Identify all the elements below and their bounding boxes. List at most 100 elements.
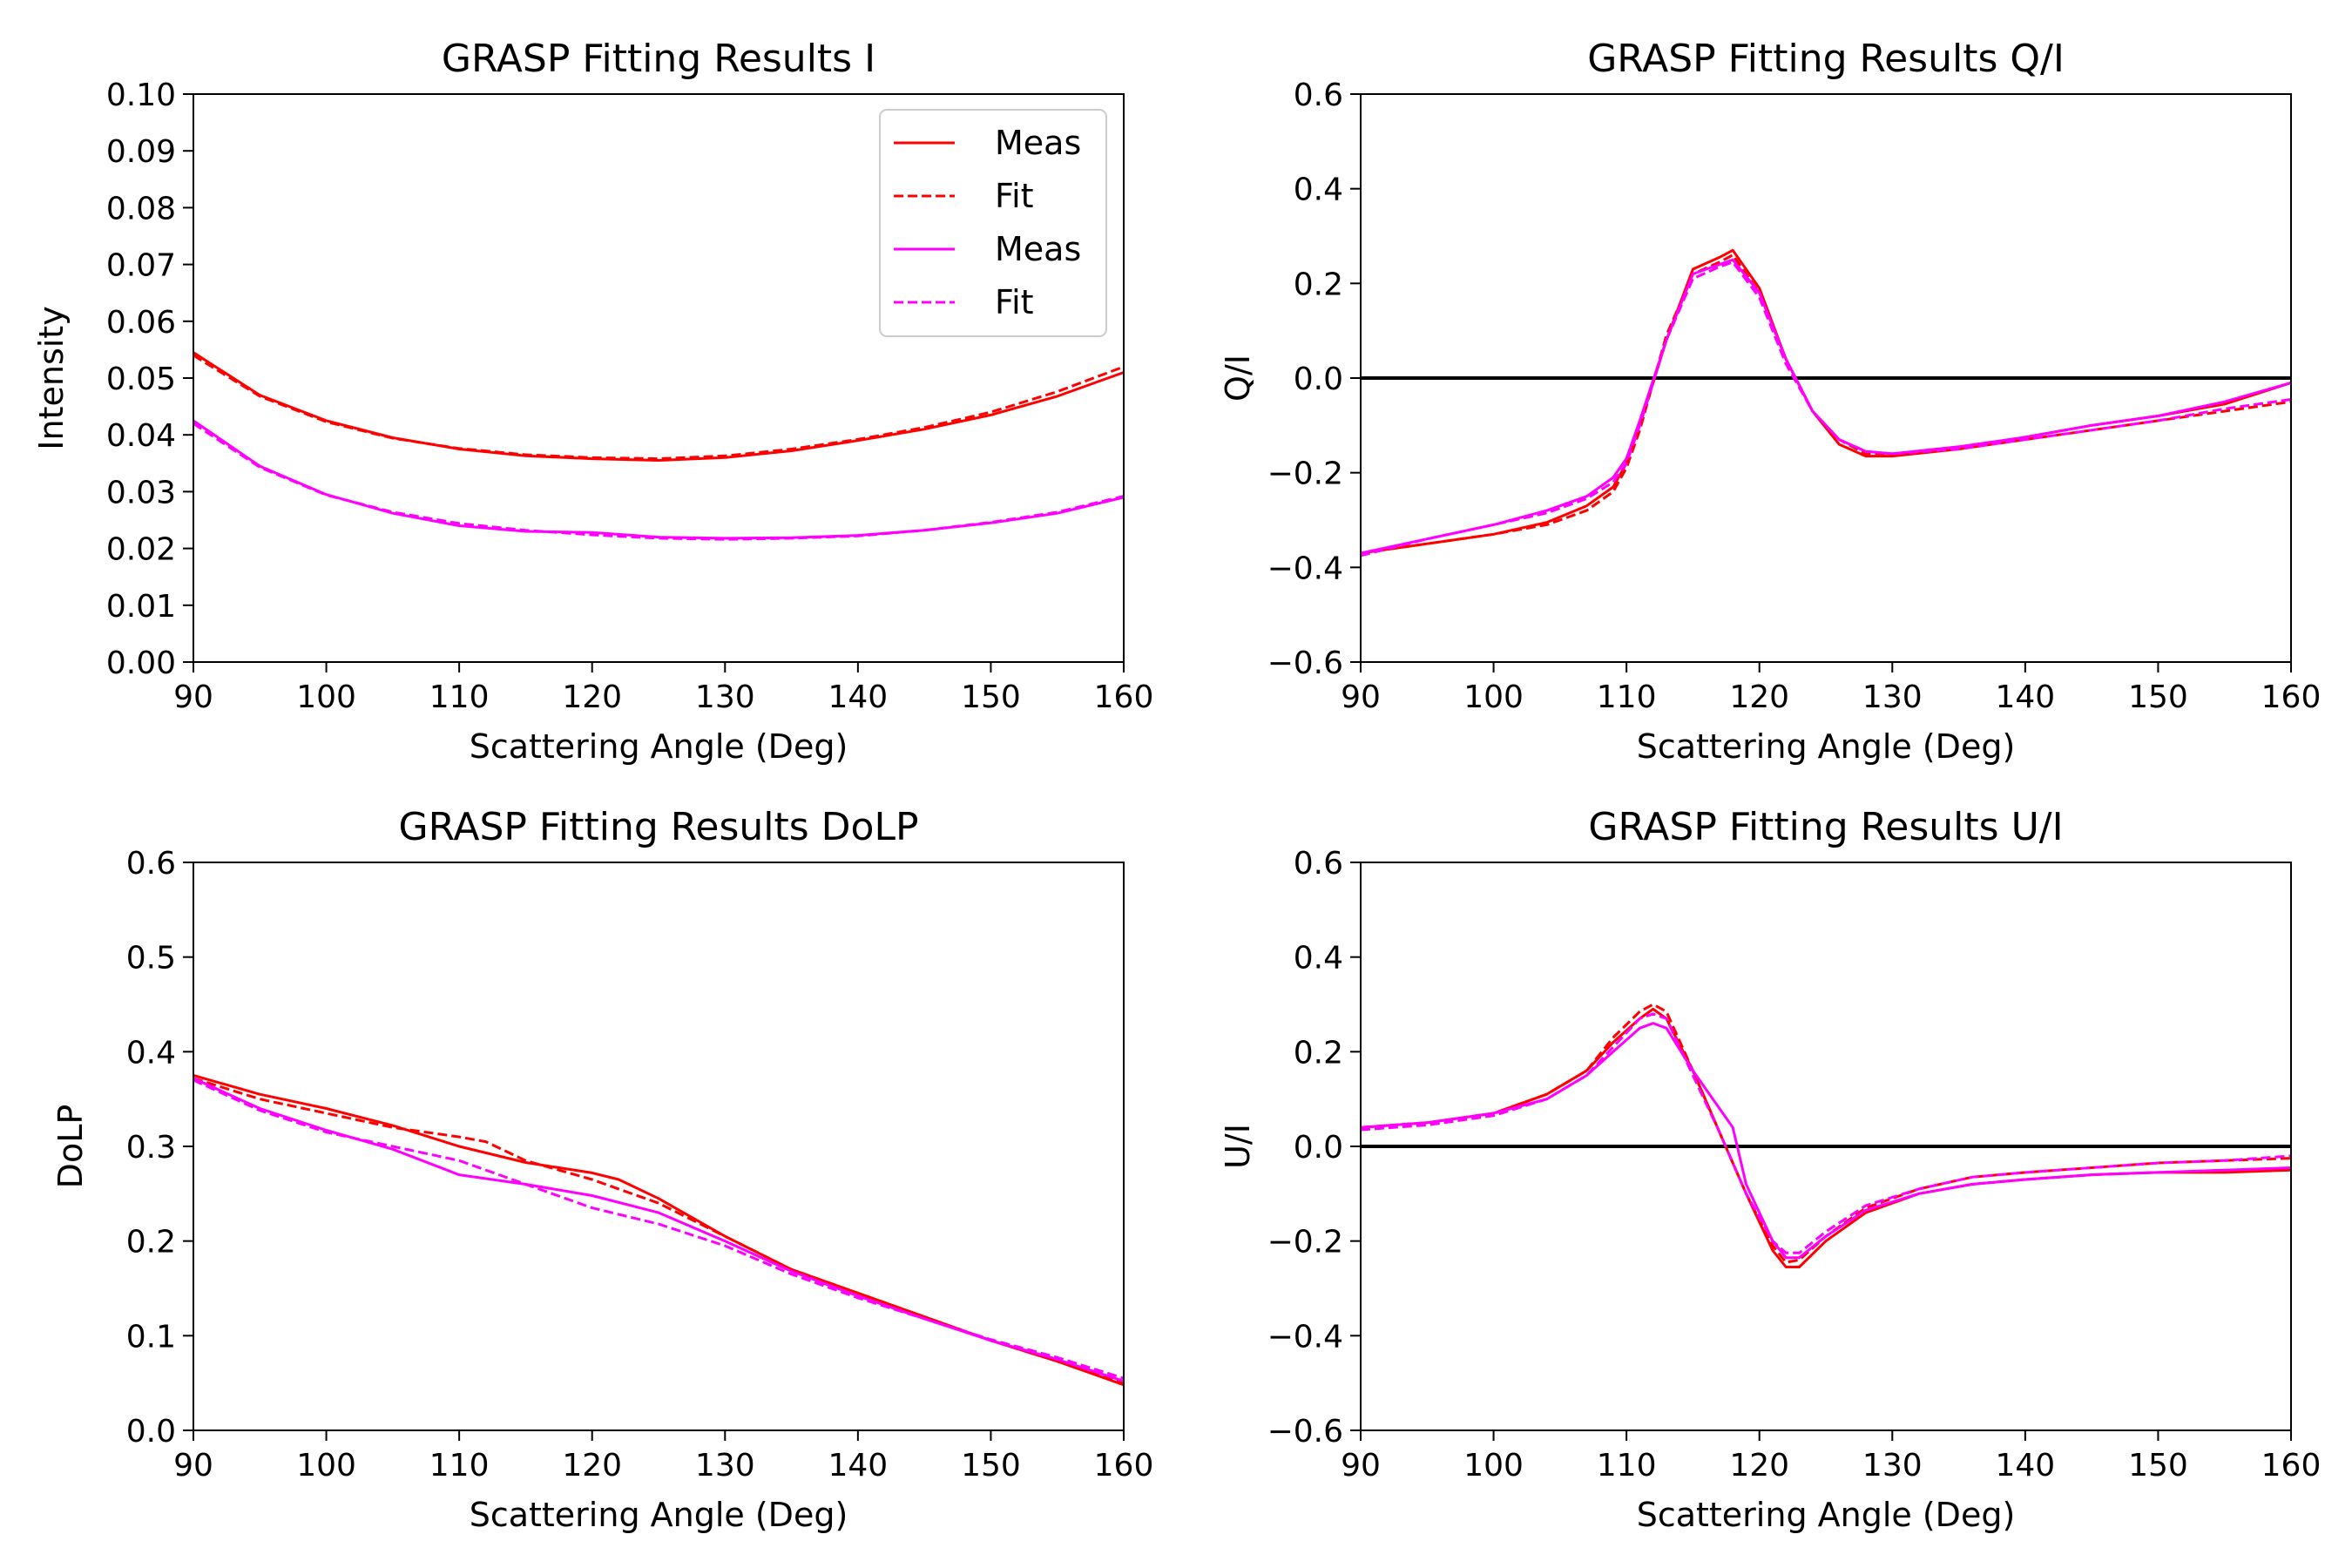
x-tick-label: 120: [562, 1448, 622, 1484]
series-line-3-meas: [193, 1077, 1124, 1382]
series-line-3-meas: [1361, 1022, 2291, 1260]
x-tick-label: 160: [2261, 1448, 2322, 1484]
y-tick-label: 0.5: [126, 941, 176, 977]
chart-panel-4: GRASP Fitting Results U/I 90 100 110 120 130 1…: [1219, 805, 2321, 1534]
x-tick-label: 150: [961, 679, 1021, 715]
series-line-1-meas: [1361, 1007, 2291, 1268]
y-tick-label: −0.2: [1267, 456, 1343, 492]
y-tick-label: 0.05: [106, 362, 176, 397]
series-line-2-fit: [193, 354, 1124, 461]
x-tick-label: 90: [1341, 679, 1381, 715]
y-tick-label: 0.03: [106, 475, 176, 510]
series-line-4-fit: [193, 1078, 1124, 1380]
y-tick-label: 0.1: [126, 1319, 176, 1355]
y-tick-label: 0.0: [126, 1414, 176, 1450]
x-tick-label: 90: [1341, 1448, 1381, 1484]
x-tick-label: 120: [562, 679, 622, 715]
y-tick-label: −0.6: [1267, 1414, 1343, 1450]
x-tick-label: 130: [695, 1448, 755, 1484]
series-group: [193, 351, 1124, 541]
x-tick-label: 140: [828, 679, 888, 715]
y-tick-label: 0.4: [126, 1035, 176, 1071]
plot-frame: [193, 862, 1125, 1431]
y-tick-label: 0.02: [106, 532, 176, 568]
x-tick-label: 140: [828, 1448, 888, 1484]
x-tick-label: 130: [1862, 1448, 1923, 1484]
y-tick-label: 0.6: [1294, 846, 1343, 882]
series-line-3-meas: [193, 419, 1124, 540]
x-tick-label: 110: [1597, 1448, 1657, 1484]
x-tick-label: 120: [1729, 679, 1789, 715]
legend-label: Meas: [995, 230, 1081, 268]
y-tick-label: 0.01: [106, 589, 176, 625]
x-tick-label: 160: [2261, 679, 2322, 715]
legend-label: Fit: [995, 283, 1034, 321]
x-tick-label: 100: [1463, 679, 1524, 715]
y-tick-label: 0.4: [1294, 172, 1343, 208]
y-axis-label: U/I: [1219, 1124, 1257, 1169]
y-tick-label: 0.06: [106, 305, 176, 341]
series-group: [1361, 1003, 2291, 1268]
x-tick-label: 160: [1094, 679, 1154, 715]
y-axis-label: Intensity: [32, 306, 71, 449]
y-tick-label: 0.04: [106, 418, 176, 454]
x-tick-label: 140: [1995, 679, 2055, 715]
x-axis-label: Scattering Angle (Deg): [470, 1496, 848, 1534]
x-tick-label: 90: [173, 1448, 213, 1484]
chart-title: GRASP Fitting Results U/I: [1588, 805, 2063, 849]
series-line-4-fit: [193, 422, 1124, 541]
y-tick-label: −0.4: [1267, 551, 1343, 586]
x-axis-label: Scattering Angle (Deg): [1637, 727, 2016, 766]
y-axis-label: DoLP: [51, 1105, 90, 1189]
y-tick-label: 0.0: [1294, 362, 1343, 397]
y-tick-label: 0.3: [126, 1130, 176, 1166]
series-line-3-meas: [1361, 258, 2291, 555]
x-tick-label: 160: [1094, 1448, 1154, 1484]
y-tick-label: 0.2: [1294, 1035, 1343, 1071]
series-group: [193, 1074, 1124, 1387]
series-line-2-fit: [1361, 1003, 2291, 1264]
x-tick-label: 120: [1729, 1448, 1789, 1484]
y-tick-label: 0.00: [106, 645, 176, 681]
x-tick-label: 110: [429, 1448, 490, 1484]
chart-panel-1: GRASP Fitting Results I 90 100 110 120 130 140…: [32, 37, 1153, 766]
y-tick-label: 0.4: [1294, 941, 1343, 977]
chart-title: GRASP Fitting Results I: [442, 37, 875, 81]
y-tick-label: 0.07: [106, 248, 176, 284]
chart-panel-2: GRASP Fitting Results Q/I 90 100 110 120 130 1…: [1219, 37, 2321, 766]
y-tick-label: −0.6: [1267, 645, 1343, 681]
x-axis-label: Scattering Angle (Deg): [1637, 1496, 2016, 1534]
y-tick-label: 0.6: [1294, 78, 1343, 113]
x-tick-label: 110: [429, 679, 490, 715]
chart-title: GRASP Fitting Results Q/I: [1587, 37, 2065, 81]
x-tick-label: 130: [1862, 679, 1923, 715]
y-tick-label: 0.10: [106, 78, 176, 113]
legend: Meas Fit Meas Fit: [879, 109, 1107, 337]
y-tick-label: 0.09: [106, 134, 176, 170]
legend-label: Meas: [995, 124, 1081, 162]
series-line-2-fit: [1361, 253, 2291, 555]
series-group: [1361, 248, 2291, 558]
chart-title: GRASP Fitting Results DoLP: [398, 805, 918, 849]
series-line-4-fit: [1361, 260, 2291, 558]
x-tick-label: 100: [296, 679, 356, 715]
y-axis-label: Q/I: [1219, 355, 1257, 402]
x-tick-label: 90: [173, 679, 213, 715]
legend-label: Fit: [995, 177, 1034, 215]
y-tick-label: −0.2: [1267, 1225, 1343, 1260]
x-tick-label: 100: [296, 1448, 356, 1484]
x-tick-label: 110: [1597, 679, 1657, 715]
x-tick-label: 150: [2128, 1448, 2188, 1484]
legend-box: [879, 109, 1107, 337]
series-line-4-fit: [1361, 1012, 2291, 1254]
x-tick-label: 140: [1995, 1448, 2055, 1484]
series-line-1-meas: [193, 351, 1124, 462]
x-tick-label: 150: [961, 1448, 1021, 1484]
y-tick-label: 0.2: [126, 1225, 176, 1260]
chart-panel-3: GRASP Fitting Results DoLP 90 100 110 120 130…: [51, 805, 1153, 1534]
series-line-1-meas: [1361, 248, 2291, 555]
x-tick-label: 100: [1463, 1448, 1524, 1484]
y-tick-label: 0.08: [106, 191, 176, 226]
x-tick-label: 150: [2128, 679, 2188, 715]
